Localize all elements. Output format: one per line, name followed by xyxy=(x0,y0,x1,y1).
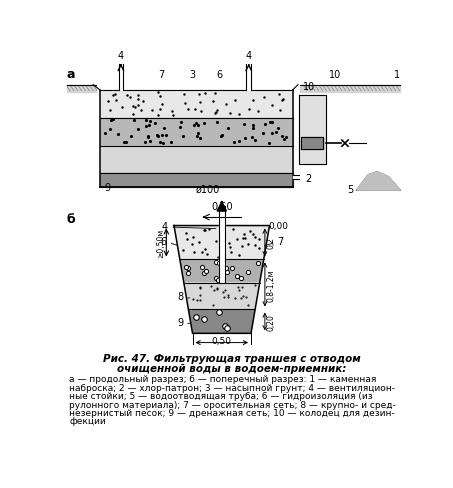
Text: 5: 5 xyxy=(347,184,353,195)
Polygon shape xyxy=(246,65,251,91)
Polygon shape xyxy=(219,206,225,283)
Text: фекции: фекции xyxy=(69,417,106,426)
Text: наброска; 2 — хлор-патрон; 3 — насыпной грунт; 4 — вентиляцион-: наброска; 2 — хлор-патрон; 3 — насыпной … xyxy=(69,383,395,392)
Text: 1: 1 xyxy=(394,70,400,80)
Polygon shape xyxy=(100,91,293,119)
Text: незернистый песок; 9 — дренажная сеть; 10 — колодец для дезин-: незернистый песок; 9 — дренажная сеть; 1… xyxy=(69,408,395,417)
Text: 9: 9 xyxy=(177,317,183,327)
Text: 10: 10 xyxy=(303,81,315,92)
Polygon shape xyxy=(119,65,123,91)
Polygon shape xyxy=(100,119,293,147)
Text: 4: 4 xyxy=(162,221,168,231)
Polygon shape xyxy=(293,175,299,180)
Text: ø100: ø100 xyxy=(196,184,220,195)
Text: 0,2: 0,2 xyxy=(266,237,275,249)
Polygon shape xyxy=(299,96,326,164)
Text: 3: 3 xyxy=(189,70,196,80)
Text: Рис. 47. Фильтрующая траншея с отводом: Рис. 47. Фильтрующая траншея с отводом xyxy=(103,354,361,364)
Text: 0,50: 0,50 xyxy=(211,202,232,211)
Polygon shape xyxy=(67,85,96,93)
Text: 0,20: 0,20 xyxy=(266,313,275,330)
Text: 0,50: 0,50 xyxy=(212,336,232,345)
Text: 2: 2 xyxy=(306,174,312,184)
Polygon shape xyxy=(180,260,264,283)
Text: 6: 6 xyxy=(160,237,166,246)
Text: очищенной воды в водоем-приемник:: очищенной воды в водоем-приемник: xyxy=(117,364,347,374)
Polygon shape xyxy=(174,226,270,260)
Text: а: а xyxy=(67,68,76,81)
Text: 9: 9 xyxy=(104,183,110,192)
Polygon shape xyxy=(300,85,400,93)
Text: 7: 7 xyxy=(159,70,165,80)
Text: 8: 8 xyxy=(177,292,183,302)
Text: 4: 4 xyxy=(118,51,124,61)
Text: б: б xyxy=(67,212,76,225)
Text: 4: 4 xyxy=(246,51,252,61)
Polygon shape xyxy=(357,172,400,191)
Text: а — продольный разрез; б — поперечный разрез: 1 — каменная: а — продольный разрез; б — поперечный ра… xyxy=(69,374,377,384)
Text: ные стойки; 5 — водоотводящая труба; 6 — гидроизоляция (из: ные стойки; 5 — водоотводящая труба; 6 —… xyxy=(69,391,373,400)
Polygon shape xyxy=(100,174,293,188)
Text: 10: 10 xyxy=(329,70,341,80)
Text: ≥0,50м: ≥0,50м xyxy=(156,228,165,258)
Text: 6: 6 xyxy=(217,70,222,80)
Polygon shape xyxy=(100,147,293,174)
Text: рулонного материала); 7 — оросительная сеть; 8 — крупно- и сред-: рулонного материала); 7 — оросительная с… xyxy=(69,400,396,409)
Polygon shape xyxy=(184,283,260,310)
Text: 7: 7 xyxy=(277,237,284,246)
Text: 0,00: 0,00 xyxy=(269,222,289,230)
Polygon shape xyxy=(188,310,255,334)
Polygon shape xyxy=(301,138,323,149)
Text: 0,8-1,2м: 0,8-1,2м xyxy=(266,269,275,301)
